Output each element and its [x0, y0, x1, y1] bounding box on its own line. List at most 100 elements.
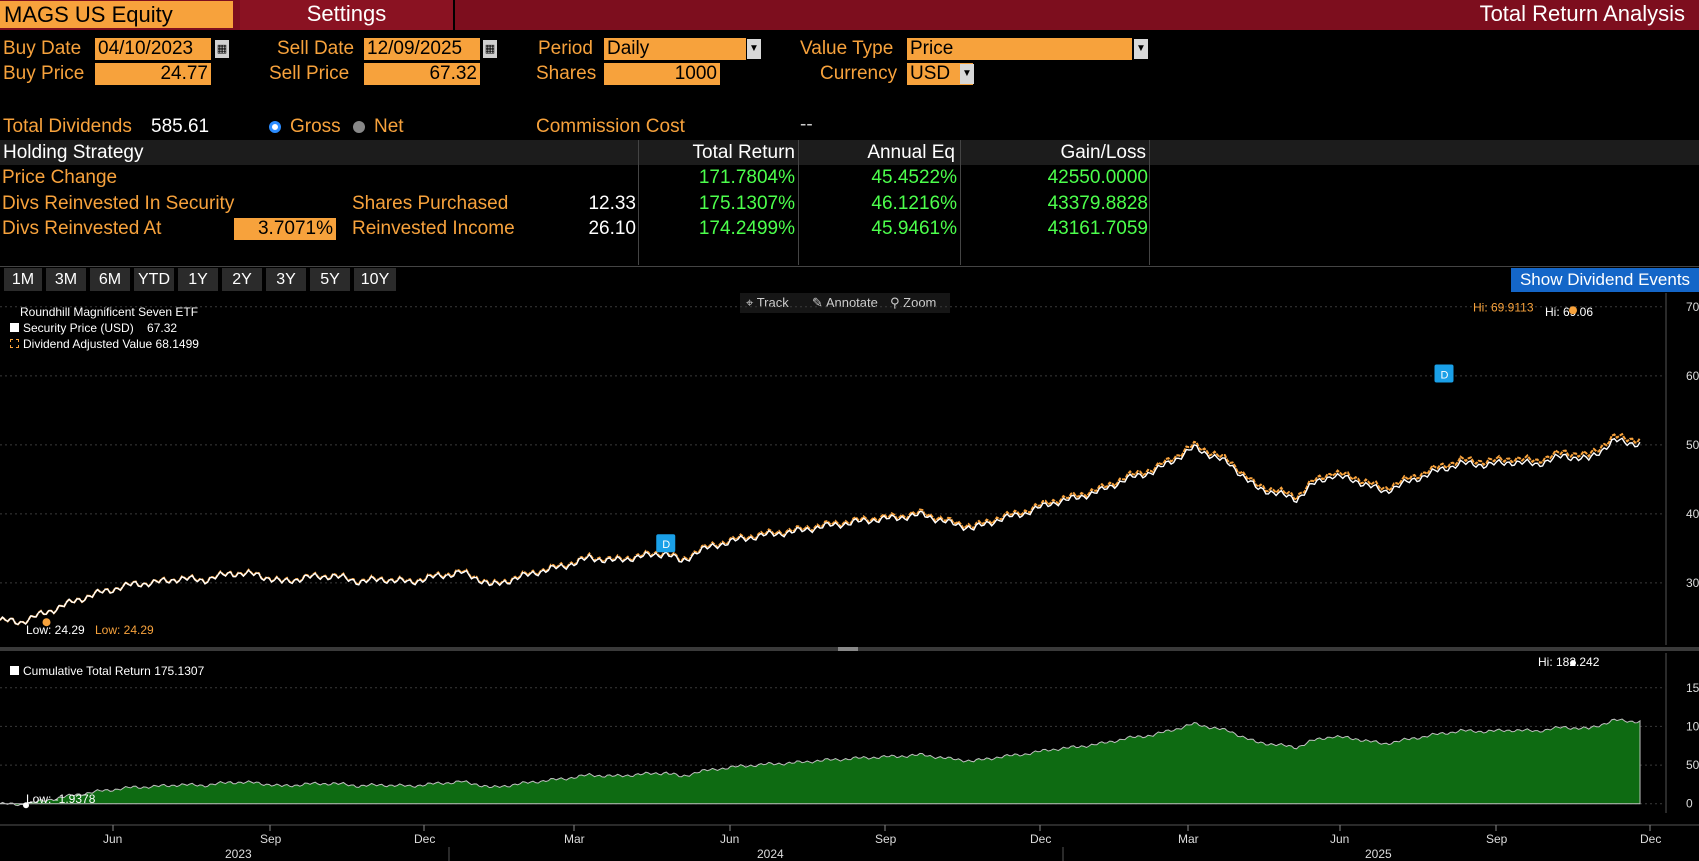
shares-purchased-label: Shares Purchased [352, 193, 509, 214]
month-label: Mar [1178, 832, 1199, 846]
gross-radio[interactable] [269, 121, 281, 133]
year-label: 2025 [1365, 847, 1392, 861]
month-label: Dec [1030, 832, 1051, 846]
hi-marker [1569, 306, 1577, 315]
zoom-label: Zoom [903, 295, 937, 310]
row-price-change-label: Price Change [2, 167, 118, 188]
column-divider [798, 140, 799, 265]
column-divider [638, 140, 639, 265]
row-price-change-total: 171.7804% [698, 167, 795, 188]
return-marks: Low: -1.9378 Hi: 182.242 [23, 655, 1600, 809]
range-1y-button[interactable]: 1Y [178, 268, 218, 291]
range-10y-button[interactable]: 10Y [354, 268, 396, 291]
return-tick-label: 0 [1686, 797, 1693, 811]
shares-purchased-value: 12.33 [588, 193, 636, 214]
row-divs-security-gain: 43379.8828 [1047, 193, 1148, 214]
sell-price-field[interactable]: 67.32 [364, 63, 480, 85]
price-tick-label: 40 [1686, 507, 1699, 521]
month-label: Jun [1330, 832, 1349, 846]
currency-label: Currency [820, 63, 898, 84]
show-dividend-events-button[interactable]: Show Dividend Events [1511, 268, 1699, 292]
legend-cumulative-value: 175.1307 [154, 664, 205, 678]
row-divs-at-total: 174.2499% [698, 218, 795, 239]
year-label: 2023 [225, 847, 252, 861]
price-tick-label: 50 [1686, 438, 1699, 452]
range-1m-button[interactable]: 1M [4, 268, 42, 291]
chevron-down-icon[interactable]: ▼ [747, 39, 761, 59]
annotate-button[interactable]: ✎ Annotate [812, 293, 878, 313]
magnifier-icon: ⚲ [890, 295, 900, 310]
zoom-button[interactable]: ⚲ Zoom [890, 293, 936, 313]
crosshair-icon: ⌖ [746, 295, 754, 310]
pencil-icon: ✎ [812, 295, 823, 310]
buy-date-field[interactable]: 04/10/2023 [95, 38, 211, 60]
price-tick-label: 30 [1686, 576, 1699, 590]
calendar-icon[interactable]: ▦ [483, 40, 497, 58]
chevron-down-icon[interactable]: ▼ [960, 64, 974, 84]
legend-swatch-orange [10, 339, 19, 348]
chart-toolbar [740, 293, 950, 313]
charts-svg[interactable]: 30 40 50 60 70 Low: 24.29 Low: 24.29 Hi: 69.91… [0, 293, 1699, 861]
range-3y-button[interactable]: 3Y [266, 268, 306, 291]
return-y-axis: 0 50 100 150 [1665, 653, 1699, 813]
range-3m-button[interactable]: 3M [46, 268, 86, 291]
return-tick-label: 150 [1686, 681, 1699, 695]
value-type-select[interactable]: Price [907, 38, 1132, 60]
track-label: Track [756, 295, 789, 310]
value-type-label: Value Type [800, 38, 894, 59]
low-marker [42, 618, 51, 627]
splitter-handle[interactable] [838, 647, 858, 651]
ticker-field[interactable]: MAGS US Equity [0, 1, 233, 28]
page-title: Total Return Analysis [1479, 1, 1685, 26]
hi-label-adjusted: Hi: 69.9113 [1473, 300, 1534, 314]
price-lines [0, 432, 1641, 626]
legend-dividend-adjusted-value: 68.1499 [155, 337, 199, 351]
return-tick-label: 50 [1686, 758, 1699, 772]
dividend-event-label: D [1441, 369, 1449, 381]
table-bottom-divider [0, 266, 1699, 267]
range-2y-button[interactable]: 2Y [222, 268, 262, 291]
net-label: Net [374, 116, 404, 137]
calendar-icon[interactable]: ▦ [215, 40, 229, 58]
net-radio[interactable] [353, 121, 365, 133]
table-header [0, 140, 1699, 165]
sell-date-field[interactable]: 12/09/2025 [364, 38, 480, 60]
price-tick-label: 60 [1686, 369, 1699, 383]
price-tick-label: 70 [1686, 300, 1699, 314]
range-6m-button[interactable]: 6M [90, 268, 130, 291]
row-divs-security-label: Divs Reinvested In Security [2, 193, 235, 214]
row-divs-at-gain: 43161.7059 [1047, 218, 1148, 239]
month-label: Dec [1640, 832, 1661, 846]
sell-date-label: Sell Date [277, 38, 355, 59]
return-chart-legend: Cumulative Total Return 175.1307 [10, 663, 204, 679]
low-label-adjusted: Low: 24.29 [95, 623, 154, 637]
buy-date-label: Buy Date [3, 38, 82, 59]
return-tick-label: 100 [1686, 719, 1699, 733]
low-label: Low: 24.29 [26, 623, 85, 637]
settings-tab[interactable]: Settings [240, 0, 455, 30]
commission-value: -- [800, 114, 813, 135]
column-divider [960, 140, 961, 265]
x-axis: Jun Sep Dec Mar Jun Sep Dec Mar Jun Sep Dec 2023 202… [0, 824, 1699, 861]
currency-select[interactable]: USD [907, 63, 973, 85]
reinvested-income-value: 26.10 [588, 218, 636, 239]
return-hi-label: Hi: 182.242 [1538, 655, 1600, 669]
month-label: Dec [414, 832, 435, 846]
range-ytd-button[interactable]: YTD [134, 268, 174, 291]
month-label: Jun [720, 832, 739, 846]
gross-label: Gross [290, 116, 341, 137]
range-5y-button[interactable]: 5Y [310, 268, 350, 291]
legend-security-price-value: 67.32 [147, 321, 178, 335]
dividend-event-marker [656, 534, 676, 553]
chevron-down-icon[interactable]: ▼ [1134, 39, 1148, 59]
period-select[interactable]: Daily [604, 38, 746, 60]
shares-field[interactable]: 1000 [604, 63, 720, 85]
dividend-event-label: D [662, 539, 670, 551]
return-low-label: Low: -1.9378 [26, 792, 96, 806]
reinvest-rate-field[interactable]: 3.7071% [234, 218, 336, 240]
buy-price-field[interactable]: 24.77 [95, 63, 211, 85]
track-button[interactable]: ⌖ Track [746, 293, 789, 313]
month-label: Sep [260, 832, 282, 846]
reinvested-income-label: Reinvested Income [352, 218, 515, 239]
legend-swatch-white [10, 666, 19, 675]
